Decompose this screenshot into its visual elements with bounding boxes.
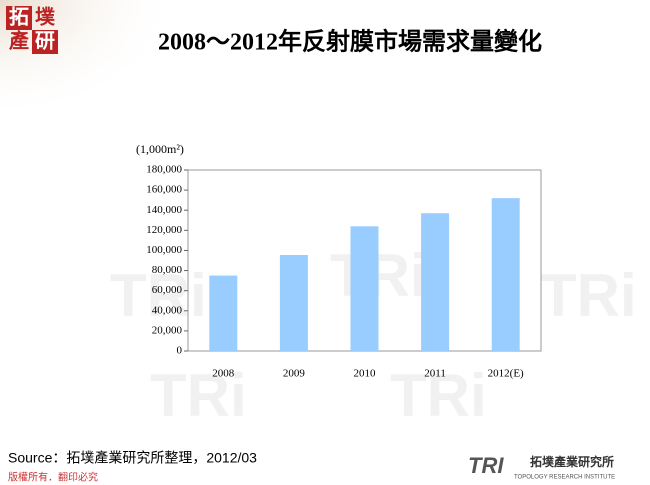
x-tick-label: 2010	[354, 368, 377, 380]
y-tick-label: 40,000	[152, 304, 183, 316]
y-tick-label: 20,000	[152, 324, 183, 336]
logo: 拓 墣 產 研	[9, 6, 56, 53]
y-tick-label: 160,000	[146, 184, 182, 196]
bar	[209, 275, 238, 351]
svg-text:TRi: TRi	[540, 262, 637, 329]
logo-char: 產	[9, 29, 29, 53]
logo-char: 研	[35, 31, 55, 53]
bar	[491, 198, 520, 351]
y-tick-label: 120,000	[146, 224, 182, 236]
bar	[421, 213, 450, 351]
logo-char: 拓	[9, 6, 29, 29]
copyright: 版權所有．翻印必究	[8, 470, 98, 483]
svg-text:TRi: TRi	[390, 362, 487, 429]
bar	[350, 226, 379, 351]
y-tick-label: 0	[177, 345, 183, 357]
footer-logo: TRI	[468, 453, 504, 478]
logo-char: 墣	[35, 6, 56, 29]
y-tick-label: 180,000	[146, 164, 182, 176]
chart: 0 20,000 40,000 60,000 80,000 100,000 120,000 1…	[146, 164, 524, 380]
x-tick-label: 2008	[212, 368, 235, 380]
y-tick-label: 100,000	[146, 244, 182, 256]
footer-english: TOPOLOGY RESEARCH INSTITUTE	[514, 475, 615, 481]
logo-box	[6, 6, 32, 30]
svg-text:TRi: TRi	[110, 262, 207, 329]
y-tick-label: 140,000	[146, 204, 182, 216]
x-tick-label: 2012(E)	[488, 368, 524, 380]
footer-name: 拓墣產業研究所	[530, 454, 614, 469]
y-unit: (1,000m²)	[136, 142, 184, 156]
y-tick-label: 60,000	[152, 284, 183, 296]
svg-text:TRi: TRi	[150, 362, 247, 429]
logo-box	[32, 30, 58, 54]
chart-title: 2008～2012年反射膜市場需求量變化	[158, 28, 542, 56]
x-tick-label: 2009	[283, 368, 306, 380]
watermark: TRiTRiTRiTRiTRi	[110, 242, 637, 429]
y-tick-label: 80,000	[152, 264, 183, 276]
bar	[279, 254, 308, 351]
x-tick-label: 2011	[424, 368, 446, 380]
source: Source：拓墣產業研究所整理，2012/03	[8, 450, 257, 466]
footer-band	[0, 470, 650, 485]
